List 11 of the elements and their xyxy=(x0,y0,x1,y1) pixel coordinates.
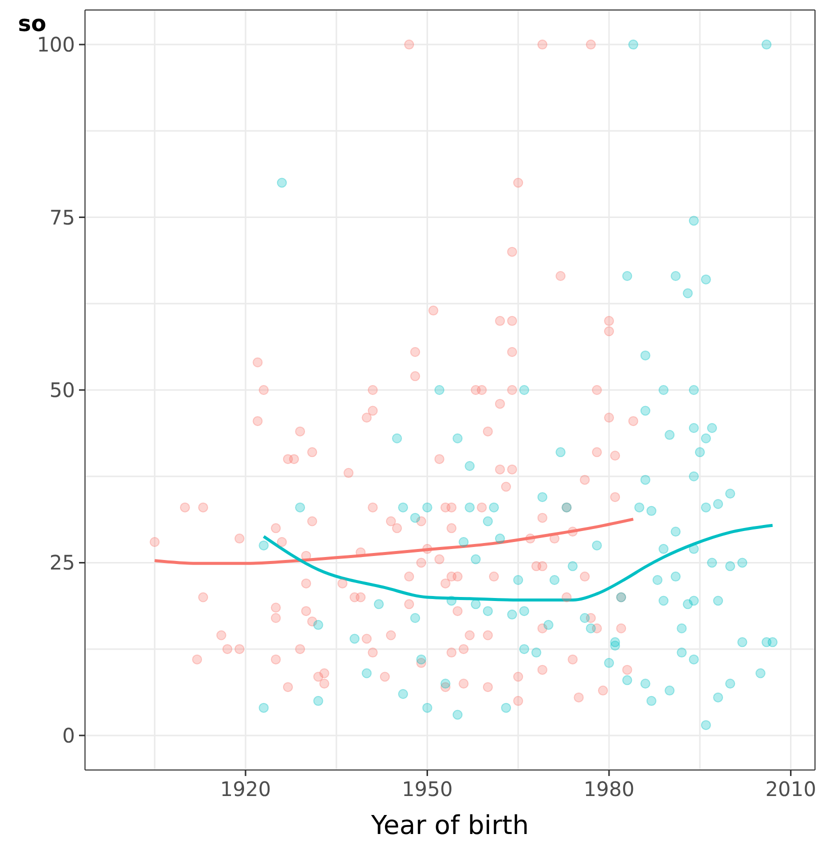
y-tick-label: 75 xyxy=(50,205,75,230)
line-series xyxy=(153,518,635,565)
x-tick-label: 1980 xyxy=(584,777,634,801)
x-tick-label: 1920 xyxy=(220,777,271,801)
y-tick-label: 25 xyxy=(50,550,75,575)
x-tick-label: 1950 xyxy=(402,777,453,801)
x-tick-label: 2010 xyxy=(765,777,816,801)
y-tick-label: 0 xyxy=(62,723,75,748)
y-tick-label: 50 xyxy=(50,378,75,402)
x-axis-title: Year of birth xyxy=(370,811,529,841)
line-series xyxy=(262,524,774,602)
